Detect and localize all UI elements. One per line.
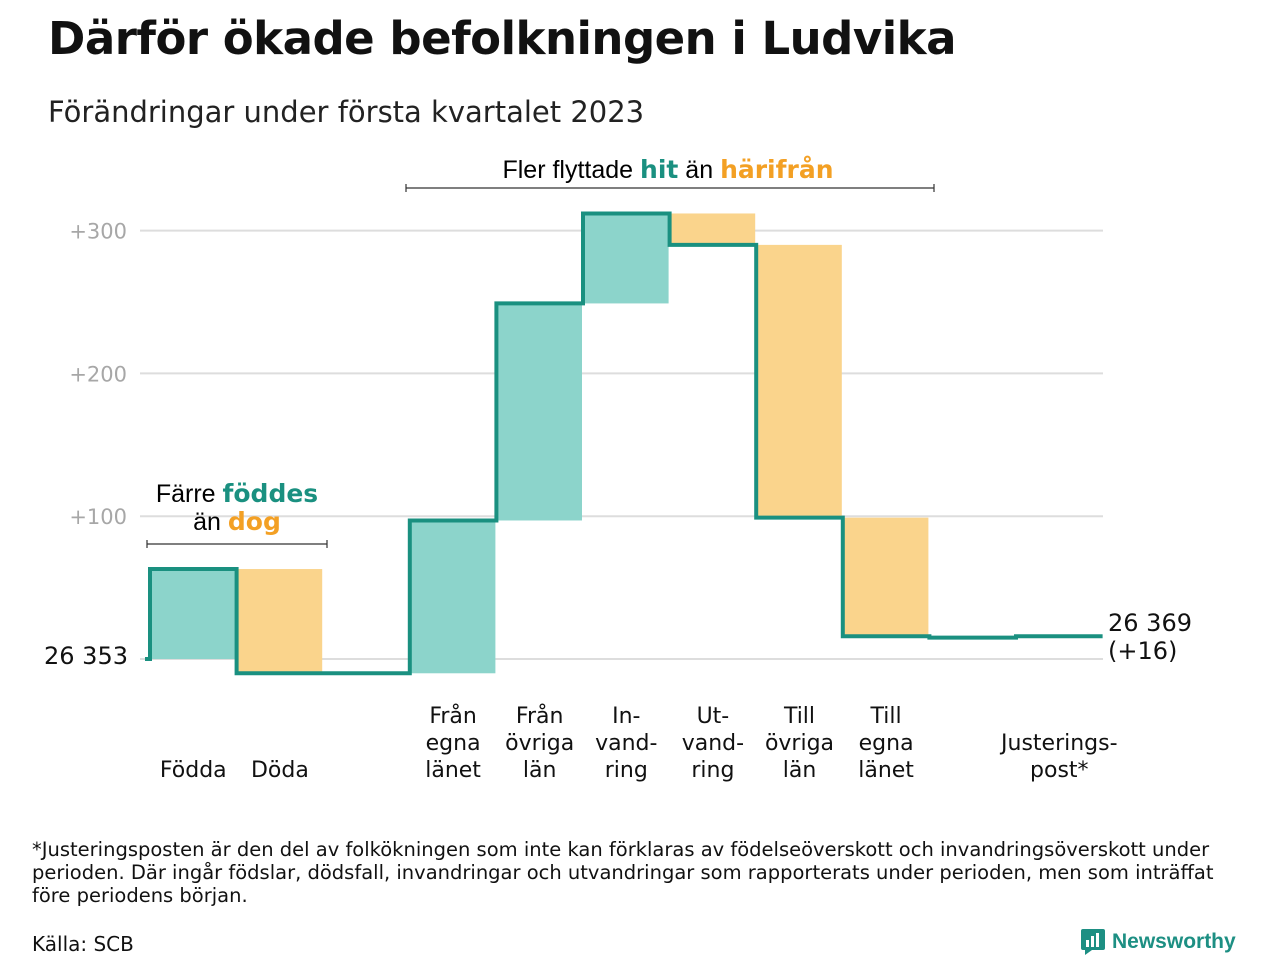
category-label: egna [859,731,914,756]
waterfall-bar [584,213,669,304]
waterfall-bar [410,520,496,674]
category-label: vand- [682,731,744,756]
chart-title: Därför ökade befolkningen i Ludvika [48,12,956,65]
y-tick-label: +100 [69,505,127,529]
bars [151,213,929,674]
start-value-label: 26 353 [44,642,128,670]
category-label: Justerings- [999,731,1118,756]
newsworthy-logo-icon [1081,929,1105,955]
category-label: vand- [595,731,657,756]
category-label: övriga [765,731,834,756]
brand-name: Newsworthy [1112,930,1236,953]
migration-annotation-hit: hit [640,155,678,184]
category-label: Från [429,703,477,729]
running-total-line-group [145,211,1103,676]
brand-logo[interactable]: Newsworthy [1080,928,1236,956]
category-label: län [783,758,817,783]
waterfall-bar [237,569,323,674]
births-annotation-foddes: föddes [223,479,319,508]
waterfall-bar [670,213,756,245]
category-label: ring [691,758,734,783]
waterfall-bar [497,303,582,521]
category-label: länet [425,758,481,783]
category-label: län [523,758,557,783]
births-annotation-line2: än dog [193,507,281,536]
category-label: post* [1030,758,1089,783]
waterfall-bar [151,569,236,659]
category-label: Ut- [697,704,730,729]
category-label: länet [858,758,914,783]
chart-subtitle: Förändringar under första kvartalet 2023 [48,95,645,129]
births-annotation-pre: Färre [156,480,223,508]
category-label: Till [783,704,815,729]
migration-annotation-harifran: härifrån [720,155,833,184]
births-annotation-an: än [193,508,228,536]
migration-bracket [405,184,935,192]
running-total-line [145,211,1103,676]
births-annotation-line1: Färre föddes [156,479,318,508]
births-bracket [146,540,328,548]
y-tick-label: +200 [69,362,127,386]
end-change-label: (+16) [1108,637,1177,665]
category-label: Födda [160,758,227,783]
migration-annotation-pre: Fler flyttade [502,156,640,184]
category-labels: Födda DödaFrånegnalänetFrånövrigalänIn-va… [160,703,1118,783]
category-label: Döda [251,758,309,783]
category-label: övriga [505,731,574,756]
waterfall-bar [843,517,929,637]
births-annotation-dog: dog [228,507,281,536]
migration-annotation: Fler flyttade hit än härifrån [502,155,833,184]
waterfall-bar [757,244,842,518]
y-tick-label: +300 [69,220,127,244]
category-label: ring [605,758,648,783]
migration-annotation-mid: än [678,156,720,184]
category-label: Till [870,704,902,729]
end-value-label: 26 369 [1108,609,1192,637]
category-label: Från [516,703,564,729]
waterfall-chart: +100+200+300 Födda DödaFrånegnalänetFrånö… [44,155,1192,783]
category-label: egna [426,731,481,756]
source-label: Källa: SCB [32,932,134,956]
category-label: In- [612,704,640,729]
footnote: *Justeringsposten är den del av folkökni… [32,838,1214,907]
